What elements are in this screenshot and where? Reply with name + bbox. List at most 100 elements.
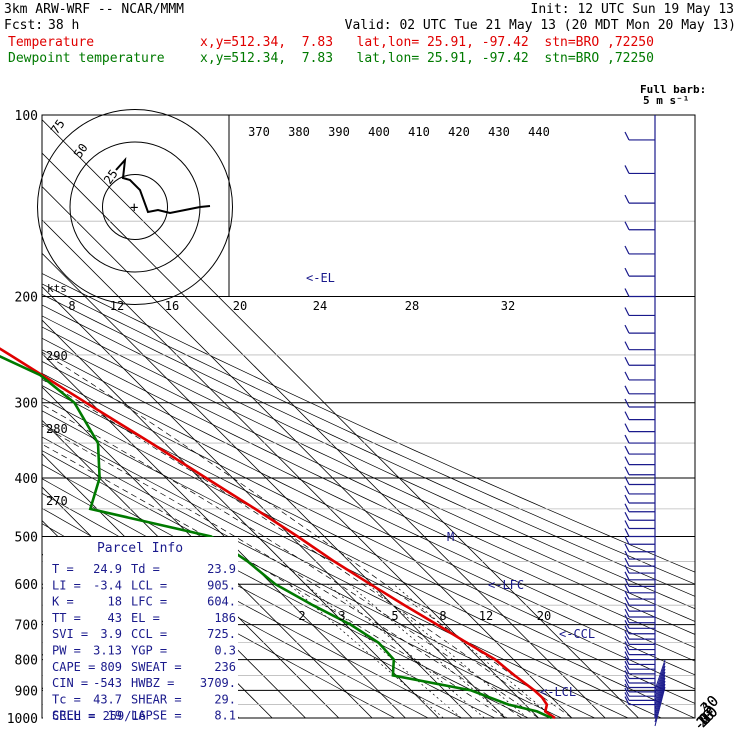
wind-barb [624,596,655,606]
isotherm-line [42,119,639,718]
wind-barb-low [654,659,666,691]
parcel-key: CAPE = [52,660,95,674]
wind-barb [624,564,655,574]
wind-barb [624,641,655,651]
wind-barb [624,528,655,538]
wind-barb [624,578,655,587]
wind-barb [624,385,655,395]
parcel-value: 905. [207,578,236,592]
wind-barb [624,683,655,693]
parcel-value: 809 [100,660,122,674]
wind-barb [624,221,655,231]
barb-key-value: 5 m s⁻¹ [643,94,689,107]
parcel-value: 29. [214,692,236,706]
upper-theta-label: 290 [46,349,68,363]
theta-label: 370 [248,125,270,139]
wind-barb [624,625,655,635]
parcel-cell: CELL = 259/16 [52,709,146,723]
pressure-tick-label: 200 [15,291,38,306]
pressure-tick-label: 500 [15,530,38,545]
dry-adiabat-line [42,349,695,662]
parcel-value: -543 [93,676,122,690]
wind-barb [624,620,655,629]
dry-adiabat-line [42,326,695,635]
theta-label: 430 [488,125,510,139]
dry-adiabat-line [42,373,695,690]
wind-barb [624,656,655,666]
parcel-key: LCL = [131,578,167,592]
wind-barb [624,341,655,351]
dry-adiabat-line [42,397,695,718]
dry-adiabat-line [42,315,695,622]
level-marker: <-EL [306,271,335,285]
wind-barb [624,434,655,444]
parcel-key: Td = [131,562,160,576]
mixing-ratio-line [393,583,555,718]
dry-adiabat-line [42,464,529,718]
wind-barb [624,485,655,495]
wind-barb [624,520,655,530]
wind-barb [624,288,655,298]
theta-label: 420 [448,125,470,139]
mixing-ratio-label: 3 [338,609,345,623]
wind-barb [624,670,655,680]
mixing-ratio-line [305,583,462,718]
isotherm-line [42,219,539,718]
dewpoint-profile [0,355,553,720]
dry-adiabat-line [42,283,695,585]
hodograph-axis-label: 20 [233,299,247,313]
dry-adiabat-line [42,361,695,676]
upper-theta-label: 280 [46,422,68,436]
wind-barb [624,665,655,675]
wind-barb-low [654,662,666,695]
barb-key-label: Full barb: [640,83,706,96]
wind-barb-low [654,683,666,723]
wind-barb [624,245,655,255]
wind-barb-low [654,674,666,711]
hodograph-ring-label: 25 [101,167,121,187]
isotherm-line [42,352,406,718]
parcel-key: CCL = [131,627,167,641]
level-marker: <-CCL [559,627,595,641]
wind-barb [624,324,655,334]
parcel-key: TT = [52,611,81,625]
parcel-value: 18 [108,595,122,609]
dry-adiabat-line [42,423,629,718]
wind-barb [624,651,655,661]
parcel-value: 186 [214,611,236,625]
wind-barb-low [654,680,666,719]
hodograph-ring [37,109,233,305]
model-title: 3km ARW-WRF -- NCAR/MMM [4,2,185,17]
parcel-key: CIN = [52,676,88,690]
parcel-value: 725. [207,627,236,641]
theta-label: 410 [408,125,430,139]
hodograph-axis-label: 8 [68,299,75,313]
dewpoint-legend-label: Dewpoint temperature [8,51,165,66]
wind-barb [624,194,655,204]
hodograph-center: + [130,200,138,216]
parcel-value: 8.1 [214,709,236,723]
parcel-key: SWEAT = [131,660,182,674]
parcel-key: K = [52,595,74,609]
parcel-value: 236 [214,660,236,674]
pressure-tick-label: 700 [15,619,38,634]
wind-barb [624,476,655,486]
dry-adiabat-line [42,337,695,649]
parcel-key: LFC = [131,595,167,609]
wind-barb [624,608,655,618]
hodograph-axis-label: 24 [313,299,327,313]
isotherm-line [42,152,606,718]
wind-barb [624,371,655,381]
wind-barb-low [654,677,666,715]
parcel-key: HWBZ = [131,676,174,690]
parcel-key: Tc = [52,692,81,706]
dry-adiabat-line [42,273,695,573]
wind-barb [624,660,655,670]
parcel-value: 0.3 [214,644,236,658]
parcel-key: SVI = [52,627,88,641]
wind-barb [624,503,655,513]
wind-barb [624,445,655,455]
parcel-value: 43.7 [93,692,122,706]
theta-label: 440 [528,125,550,139]
hodograph-ring-label: 50 [71,141,91,161]
